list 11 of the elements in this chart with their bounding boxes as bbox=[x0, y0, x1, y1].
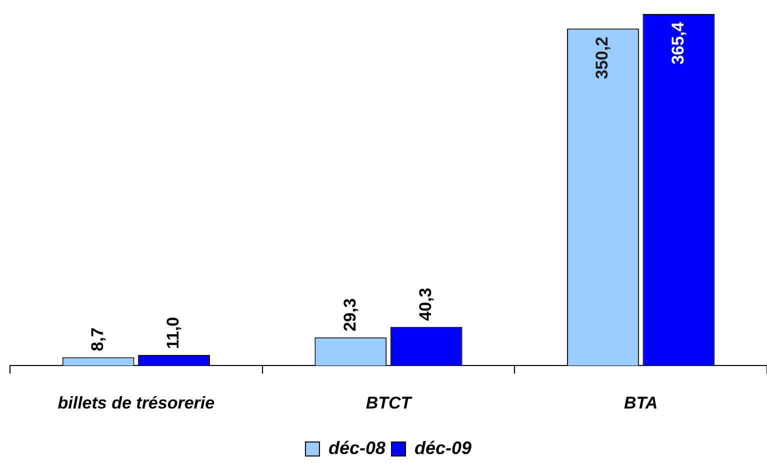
data-label: 365,4 bbox=[668, 21, 688, 65]
legend-label: déc-08 bbox=[328, 438, 386, 458]
data-label: 29,3 bbox=[340, 298, 360, 332]
data-label: 8,7 bbox=[88, 328, 108, 352]
x-tick-label: BTCT bbox=[366, 393, 413, 412]
x-tick-label: BTA bbox=[624, 393, 658, 412]
data-label: 11,0 bbox=[164, 316, 183, 350]
x-tick-label: billets de trésorerie bbox=[58, 393, 215, 412]
data-label: 40,3 bbox=[416, 288, 436, 321]
data-label: 350,2 bbox=[592, 36, 612, 80]
legend-label: déc-09 bbox=[414, 438, 472, 458]
